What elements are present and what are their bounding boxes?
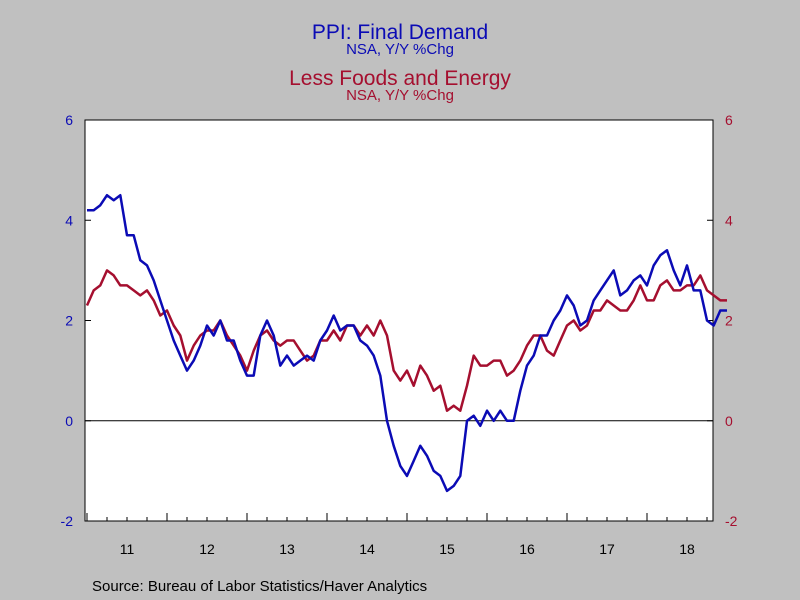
x-tick-label: 18 (679, 541, 695, 557)
x-tick-label: 16 (519, 541, 535, 557)
chart-title-series1: PPI: Final Demand (311, 21, 489, 44)
y-tick-label-right: 2 (725, 313, 733, 329)
series-line-2 (85, 269, 727, 412)
y-tick-label-right: 4 (725, 212, 733, 228)
chart-subtitle-series2: NSA, Y/Y %Chg (346, 87, 454, 104)
y-tick-label-right: -2 (725, 513, 738, 529)
y-tick-label-left: 4 (65, 212, 73, 228)
y-tick-label-right: 6 (725, 112, 733, 128)
x-tick-label: 13 (279, 541, 295, 557)
series-line-1 (87, 193, 727, 493)
x-tick-label: 14 (359, 541, 375, 557)
source-note: Source: Bureau of Labor Statistics/Haver… (92, 578, 428, 595)
x-tick-label: 17 (599, 541, 615, 557)
y-tick-label-left: 2 (65, 313, 73, 329)
chart-subtitle-series1: NSA, Y/Y %Chg (346, 41, 454, 58)
x-tick-label: 15 (439, 541, 455, 557)
plot-area (84, 119, 714, 522)
x-tick-label: 11 (120, 541, 135, 557)
y-tick-label-left: 6 (65, 112, 73, 128)
y-tick-label-right: 0 (725, 413, 733, 429)
x-tick-label: 12 (199, 541, 215, 557)
y-tick-label-left: -2 (61, 513, 74, 529)
y-tick-label-left: 0 (65, 413, 73, 429)
chart-title-series2: Less Foods and Energy (289, 67, 511, 90)
